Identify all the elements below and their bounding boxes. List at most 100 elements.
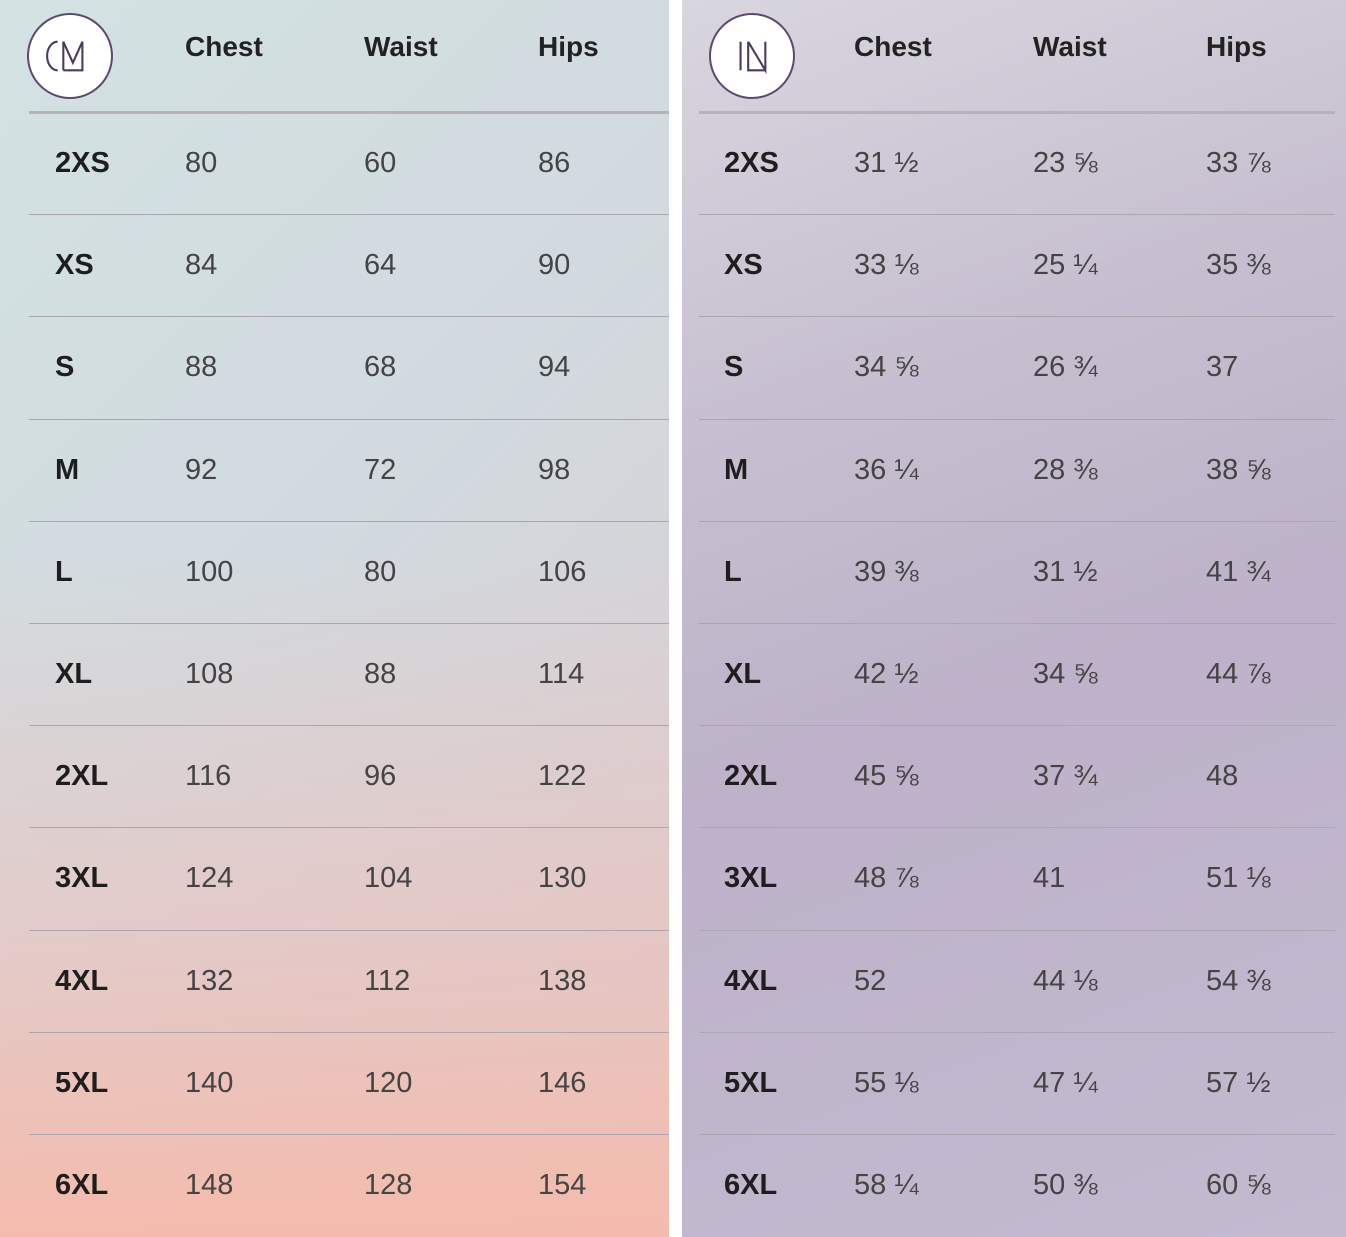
cm-row-divider xyxy=(29,725,669,726)
in-hips-value: 44 ⅞ xyxy=(1206,658,1271,690)
cm-waist-value: 104 xyxy=(364,862,413,895)
in-chest-value: 33 ⅛ xyxy=(854,249,919,282)
cm-hips-value: 130 xyxy=(538,862,587,895)
cm-row-divider xyxy=(29,521,669,522)
in-size-label: XS xyxy=(724,249,763,282)
cm-header-chest: Chest xyxy=(185,31,263,62)
in-hips-value: 38 ⅝ xyxy=(1206,453,1271,486)
in-waist-value: 28 ⅜ xyxy=(1033,453,1098,486)
in-header-chest: Chest xyxy=(854,31,932,62)
cm-waist-value: 112 xyxy=(364,964,411,997)
in-size-label: 3XL xyxy=(724,862,778,895)
cm-chest-value: 132 xyxy=(185,964,234,997)
cm-header-divider xyxy=(29,111,669,114)
in-size-label: 2XL xyxy=(724,760,778,793)
cm-hips-value: 122 xyxy=(538,760,587,793)
in-hips-value: 51 ⅛ xyxy=(1206,862,1271,895)
in-size-label: 5XL xyxy=(724,1066,778,1099)
in-waist-value: 47 ¼ xyxy=(1033,1066,1098,1099)
cm-chest-value: 100 xyxy=(185,555,234,588)
cm-unit-badge xyxy=(27,13,113,99)
cm-size-label: 5XL xyxy=(55,1066,109,1099)
cm-size-label: S xyxy=(55,351,75,384)
in-row-divider xyxy=(699,521,1335,522)
cm-hips-value: 138 xyxy=(538,964,587,997)
cm-size-label: L xyxy=(55,555,73,588)
in-row-divider xyxy=(699,623,1335,624)
in-size-label: 6XL xyxy=(724,1169,778,1201)
in-waist-value: 34 ⅝ xyxy=(1033,658,1098,690)
cm-header-waist: Waist xyxy=(364,31,438,62)
cm-waist-value: 88 xyxy=(364,658,397,690)
cm-size-label: XS xyxy=(55,249,94,282)
cm-hips-value: 146 xyxy=(538,1066,587,1099)
in-header-divider xyxy=(699,111,1335,114)
cm-waist-value: 96 xyxy=(364,760,397,793)
in-row-divider xyxy=(699,725,1335,726)
in-row-divider xyxy=(699,419,1335,420)
cm-row-divider xyxy=(29,316,669,317)
in-hips-value: 41 ¾ xyxy=(1206,555,1271,588)
cm-monogram-icon xyxy=(46,40,84,72)
cm-size-label: 6XL xyxy=(55,1169,109,1201)
cm-hips-value: 90 xyxy=(538,249,571,282)
in-size-table: Chest Waist Hips 2XS 31 ½ 23 ⅝ 33 ⅞ XS 33 ⅛ 25… xyxy=(682,0,1346,1237)
in-hips-value: 54 ⅜ xyxy=(1206,964,1271,997)
cm-size-label: 2XS xyxy=(55,147,110,179)
cm-chest-value: 92 xyxy=(185,453,218,486)
in-chest-value: 48 ⅞ xyxy=(854,862,919,895)
cm-hips-value: 86 xyxy=(538,147,571,179)
in-waist-value: 41 xyxy=(1033,862,1066,895)
cm-hips-value: 106 xyxy=(538,555,587,588)
in-waist-value: 31 ½ xyxy=(1033,555,1098,588)
in-chest-value: 36 ¼ xyxy=(854,453,919,486)
cm-waist-value: 72 xyxy=(364,453,397,486)
cm-size-label: 2XL xyxy=(55,760,109,793)
cm-chest-value: 80 xyxy=(185,147,218,179)
cm-hips-value: 114 xyxy=(538,658,585,690)
cm-chest-value: 124 xyxy=(185,862,234,895)
in-monogram-icon xyxy=(739,41,767,75)
in-hips-value: 57 ½ xyxy=(1206,1066,1271,1099)
in-hips-value: 37 xyxy=(1206,351,1239,384)
cm-waist-value: 60 xyxy=(364,147,397,179)
cm-hips-value: 154 xyxy=(538,1169,587,1201)
in-chest-value: 58 ¼ xyxy=(854,1169,919,1201)
in-chest-value: 34 ⅝ xyxy=(854,351,919,384)
in-chest-value: 52 xyxy=(854,964,887,997)
in-waist-value: 26 ¾ xyxy=(1033,351,1098,384)
in-size-label: 4XL xyxy=(724,964,778,997)
in-chest-value: 55 ⅛ xyxy=(854,1066,919,1099)
in-chest-value: 31 ½ xyxy=(854,147,919,179)
cm-row-divider xyxy=(29,419,669,420)
cm-chest-value: 116 xyxy=(185,760,232,793)
in-hips-value: 35 ⅜ xyxy=(1206,249,1271,282)
in-waist-value: 50 ⅜ xyxy=(1033,1169,1098,1201)
in-hips-value: 33 ⅞ xyxy=(1206,147,1271,179)
in-row-divider xyxy=(699,316,1335,317)
cm-size-label: 4XL xyxy=(55,964,109,997)
cm-waist-value: 80 xyxy=(364,555,397,588)
cm-hips-value: 98 xyxy=(538,453,571,486)
cm-chest-value: 84 xyxy=(185,249,218,282)
cm-row-divider xyxy=(29,214,669,215)
cm-waist-value: 68 xyxy=(364,351,397,384)
in-chest-value: 45 ⅝ xyxy=(854,760,919,793)
cm-size-table: Chest Waist Hips 2XS 80 60 86 XS 84 64 90 S 88 68 9… xyxy=(0,0,669,1237)
in-waist-value: 37 ¾ xyxy=(1033,760,1098,793)
in-row-divider xyxy=(699,930,1335,931)
in-size-label: S xyxy=(724,351,744,384)
in-size-label: 2XS xyxy=(724,147,779,179)
cm-waist-value: 128 xyxy=(364,1169,413,1201)
in-waist-value: 25 ¼ xyxy=(1033,249,1098,282)
in-header-waist: Waist xyxy=(1033,31,1107,62)
in-size-label: L xyxy=(724,555,742,588)
in-chest-value: 39 ⅜ xyxy=(854,555,919,588)
cm-waist-value: 120 xyxy=(364,1066,413,1099)
cm-row-divider xyxy=(29,1134,669,1135)
in-row-divider xyxy=(699,214,1335,215)
cm-header-hips: Hips xyxy=(538,31,599,62)
cm-row-divider xyxy=(29,1032,669,1033)
cm-waist-value: 64 xyxy=(364,249,397,282)
in-waist-value: 44 ⅛ xyxy=(1033,964,1098,997)
